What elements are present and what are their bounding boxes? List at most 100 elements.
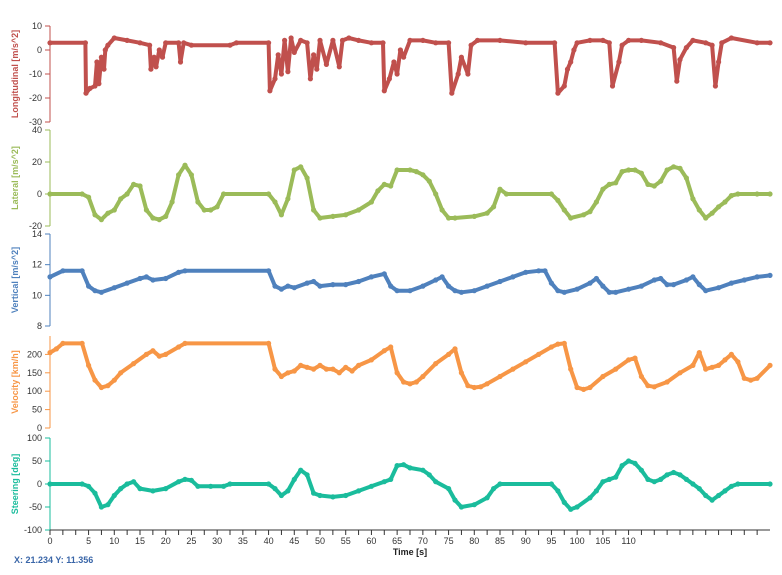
data-point: [182, 268, 188, 274]
x-tick-label: 105: [595, 536, 610, 546]
data-point: [266, 268, 272, 274]
data-point: [304, 175, 310, 181]
data-point: [626, 167, 632, 173]
panel-2: -20 0 20 40 Lateral [m/s^2]: [10, 125, 773, 231]
data-point: [143, 207, 149, 213]
data-point: [677, 165, 683, 171]
data-point: [712, 83, 719, 89]
data-point: [548, 481, 555, 487]
x-tick-label: 35: [238, 536, 248, 546]
data-point: [471, 502, 477, 508]
data-point: [709, 364, 715, 370]
data-point: [311, 366, 317, 372]
data-point: [285, 283, 291, 289]
data-point: [728, 351, 735, 357]
data-point: [169, 199, 175, 205]
data-point: [497, 37, 503, 44]
data-point: [555, 90, 561, 96]
data-point: [658, 178, 664, 184]
y-axis-title: Longitudinal [m/s^2]: [10, 30, 20, 118]
data-point: [98, 384, 104, 391]
y-tick-label: -100: [24, 525, 42, 535]
panel-3: 8 10 12 14 Vertical [m/s^2]: [10, 229, 773, 331]
data-point: [346, 35, 352, 41]
data-point: [709, 497, 715, 503]
data-point: [548, 344, 555, 350]
data-point: [285, 196, 291, 202]
data-point: [267, 88, 273, 94]
x-tick-label: 15: [135, 536, 145, 546]
data-point: [47, 350, 53, 356]
data-point: [658, 476, 664, 482]
data-point: [304, 280, 310, 286]
data-point: [79, 340, 85, 346]
data-point: [638, 170, 645, 176]
data-point: [188, 477, 194, 483]
data-point: [278, 373, 284, 380]
data-point: [98, 289, 104, 295]
data-point: [613, 289, 619, 295]
data-point: [102, 47, 108, 53]
data-point: [163, 275, 169, 282]
data-point: [285, 69, 291, 75]
data-point: [381, 271, 387, 277]
data-point: [433, 479, 439, 485]
data-point: [728, 193, 735, 199]
data-point: [79, 191, 85, 197]
data-point: [124, 280, 130, 286]
data-point: [703, 215, 709, 221]
data-point: [703, 288, 709, 294]
data-point: [291, 285, 297, 291]
data-point: [471, 213, 477, 219]
data-point: [690, 481, 696, 487]
data-point: [523, 269, 529, 275]
data-point: [394, 288, 400, 294]
data-point: [330, 494, 336, 500]
y-axis-title: Steering [deg]: [10, 454, 20, 515]
data-point: [386, 76, 392, 82]
data-point: [683, 277, 690, 283]
data-point: [298, 362, 304, 368]
data-point: [177, 59, 184, 65]
data-point: [735, 481, 741, 487]
data-point: [96, 81, 102, 87]
data-point: [105, 502, 111, 508]
data-point: [298, 164, 304, 170]
data-point: [574, 384, 580, 391]
data-point: [381, 348, 387, 354]
data-point: [613, 474, 619, 480]
data-point: [581, 386, 587, 392]
data-point: [375, 188, 381, 194]
data-point: [674, 78, 680, 84]
data-point: [182, 162, 188, 168]
data-point: [118, 196, 124, 202]
data-point: [339, 37, 346, 44]
data-point: [278, 492, 284, 499]
data-point: [754, 191, 760, 197]
data-point: [47, 274, 53, 280]
data-point: [587, 495, 593, 501]
data-point: [458, 504, 464, 510]
data-point: [311, 490, 317, 496]
data-point: [741, 375, 747, 381]
data-point: [767, 272, 773, 278]
data-point: [60, 340, 66, 346]
data-point: [767, 40, 773, 46]
data-point: [317, 37, 323, 44]
data-point: [439, 274, 445, 280]
data-point: [446, 40, 452, 46]
data-point: [433, 40, 439, 46]
data-point: [651, 479, 657, 485]
data-point: [330, 37, 336, 44]
data-point: [600, 283, 606, 289]
data-point: [124, 191, 130, 197]
data-point: [291, 167, 297, 173]
data-point: [317, 492, 323, 499]
y-tick-label: 0: [37, 189, 42, 199]
x-coord-value: 21.234: [25, 555, 54, 565]
data-point: [767, 191, 773, 197]
y-tick-label: 50: [32, 405, 42, 415]
data-point: [671, 469, 677, 476]
y-coord-value: 11.356: [66, 555, 94, 565]
data-point: [291, 368, 297, 374]
